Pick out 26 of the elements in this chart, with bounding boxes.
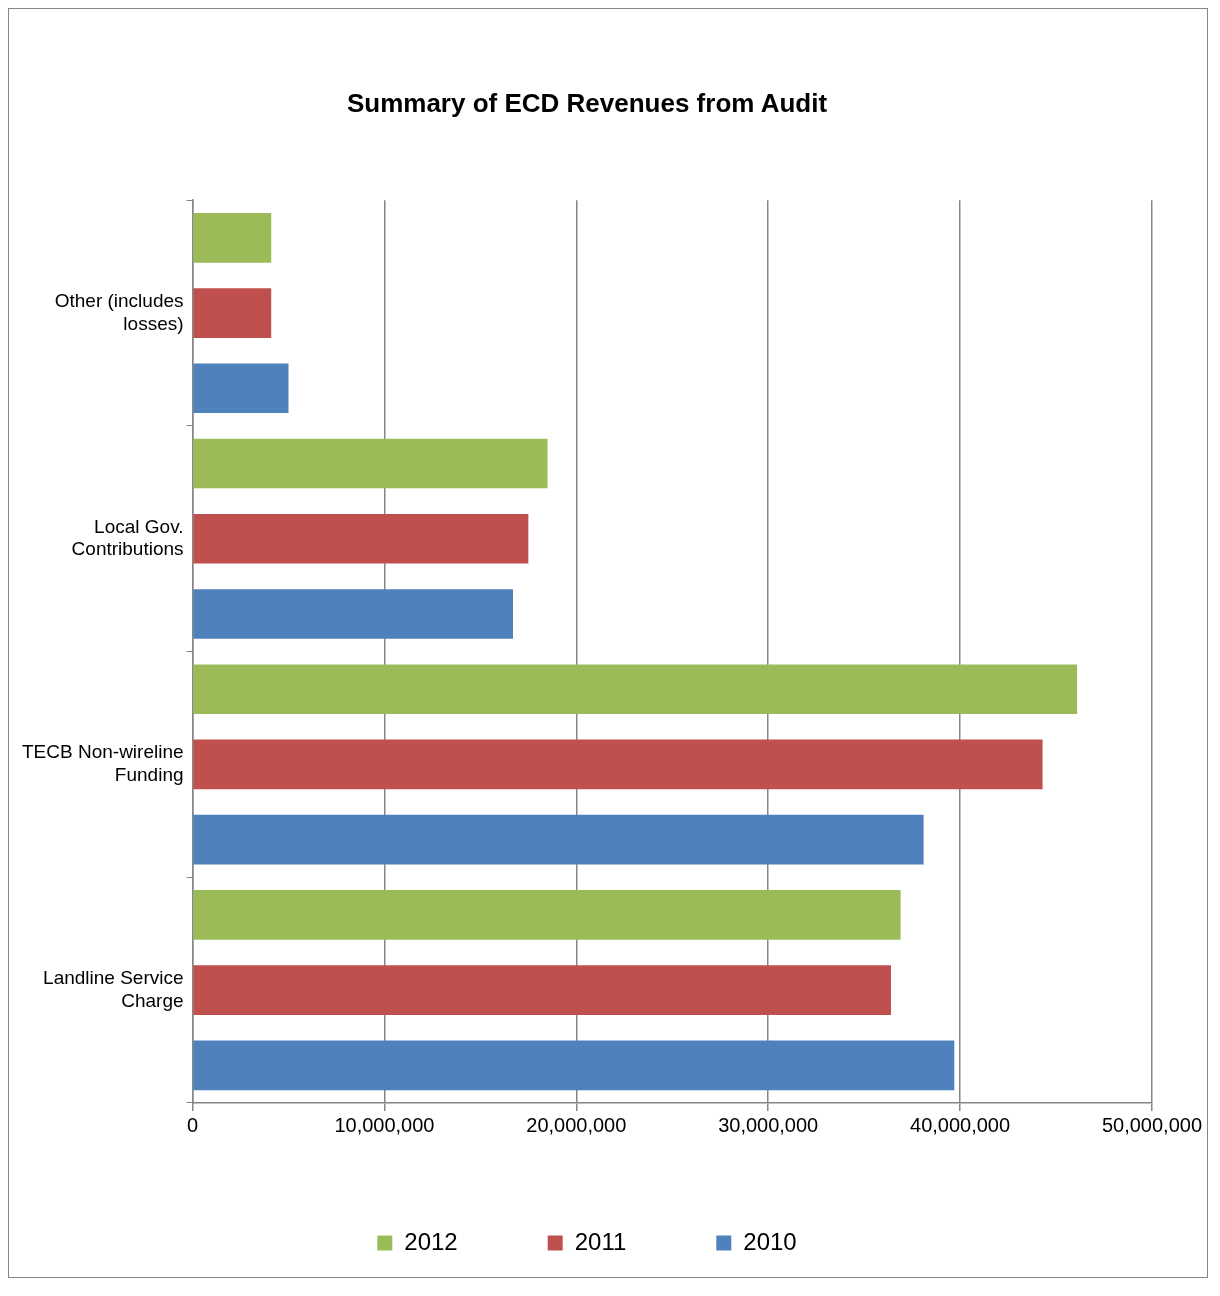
x-tick-label: 20,000,000 — [526, 1113, 627, 1136]
bar — [193, 1040, 955, 1091]
legend-label: 2012 — [404, 1227, 458, 1255]
bar — [193, 965, 891, 1015]
bar — [193, 890, 901, 940]
bar — [193, 814, 924, 865]
bar — [193, 363, 289, 414]
bar — [193, 513, 529, 564]
bar — [193, 438, 548, 489]
x-tick-label: 30,000,000 — [718, 1113, 819, 1136]
legend-label: 2010 — [743, 1227, 797, 1255]
x-tick-label: 40,000,000 — [910, 1113, 1011, 1136]
bar — [193, 212, 272, 263]
chart-title: Summary of ECD Revenues from Audit — [346, 87, 828, 118]
y-tick-label: Landline Service Charge — [43, 966, 184, 1011]
legend-label: 2011 — [574, 1227, 627, 1255]
y-tick-label: TECB Non-wireline Funding — [22, 741, 184, 786]
y-tick-label: Other (includes losses) — [54, 289, 184, 334]
x-tick-label: 50,000,000 — [1101, 1113, 1203, 1136]
x-tick-label: 0 — [186, 1113, 199, 1136]
bar — [193, 664, 1078, 715]
bar — [193, 589, 513, 639]
x-tick-label: 10,000,000 — [334, 1113, 435, 1136]
bar — [193, 739, 1043, 790]
y-tick-label: Local Gov. Contributions — [71, 515, 184, 560]
bar — [193, 288, 272, 338]
